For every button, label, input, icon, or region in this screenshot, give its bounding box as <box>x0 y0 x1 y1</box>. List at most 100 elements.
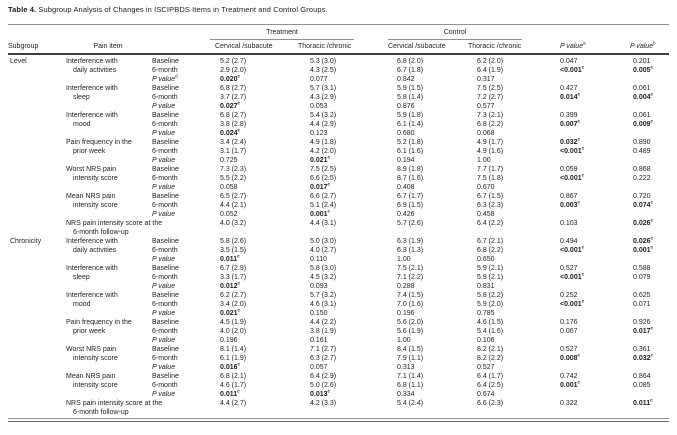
timepoint-cell: 6-month <box>152 301 178 308</box>
value-cell: 7.3 (2.1) <box>477 112 504 119</box>
value-cell: 0.059 <box>560 166 578 173</box>
value-cell: 0.032c <box>633 352 654 362</box>
subgroup-cell <box>8 354 64 363</box>
value-cell: 6.8 (2.1) <box>220 373 247 380</box>
value-cell: 6.7 (1.8) <box>397 67 424 74</box>
timepoint-cell: P value <box>152 310 176 317</box>
value-cell <box>552 228 624 237</box>
subgroup-cell <box>8 291 64 300</box>
value-cell: 0.017c <box>310 181 331 191</box>
value-cell: 6.6 (2.7) <box>310 193 337 200</box>
value-cell <box>624 102 669 111</box>
subgroup-cell <box>8 336 64 345</box>
value-cell: 7.2 (2.7) <box>477 94 504 101</box>
pain-item-cell: mood <box>73 301 91 308</box>
value-cell <box>468 228 552 237</box>
timepoint-cell: Baseline <box>152 166 179 173</box>
value-cell <box>624 282 669 291</box>
value-cell: 4.9 (1.7) <box>477 139 504 146</box>
value-cell: 6.8 (2.2) <box>477 121 504 128</box>
value-cell: 0.052 <box>220 211 238 218</box>
value-cell: 0.110 <box>310 256 327 263</box>
value-cell: 4.3 (2.5) <box>310 67 337 74</box>
value-cell: 7.5 (2.5) <box>477 85 504 92</box>
timepoint-cell: 6-month <box>152 247 178 254</box>
value-cell: 0.085 <box>633 382 651 389</box>
value-cell <box>298 408 388 417</box>
subgroup-cell <box>8 165 64 174</box>
timepoint-cell: 6-month <box>152 175 178 182</box>
value-cell <box>552 210 624 219</box>
value-cell: 6.3 (1.9) <box>397 238 424 245</box>
value-cell: 0.020c <box>220 73 241 83</box>
subgroup-cell <box>8 327 64 336</box>
timepoint-cell: 6-month <box>152 121 178 128</box>
table-row: Mean NRS pain Baseline 6.5 (2.7) 6.6 (2.7) 6… <box>8 192 669 201</box>
value-cell: <0.001c <box>560 172 585 182</box>
table-row: Chronicity Interference with Baseline 5.8 (… <box>8 236 669 246</box>
pain-item-cell: Interference with <box>66 292 118 299</box>
value-cell: 6.1 (1.4) <box>397 121 424 128</box>
pain-item-cell: Pain frequency in the <box>66 139 132 146</box>
table-row: Pain frequency in the Baseline 4.5 (1.9) 4.… <box>8 318 669 327</box>
value-cell: 6.1 (1.9) <box>220 355 247 362</box>
table-body: Level Interference with Baseline 5.2 (2.7) 5… <box>8 57 669 417</box>
value-cell: 6.7 (2.9) <box>220 265 247 272</box>
pain-item-cell: prior week <box>73 328 106 335</box>
timepoint-cell: Baseline <box>152 265 179 272</box>
timepoint-cell: 6-month <box>152 274 178 281</box>
pain-item-cell: NRS pain intensity score at the <box>66 400 163 407</box>
pain-item-cell <box>64 363 152 372</box>
value-cell: 3.8 (1.9) <box>310 328 337 335</box>
value-cell: 5.9 (1.8) <box>397 112 424 119</box>
value-cell: 0.890 <box>633 139 651 146</box>
table-row: prior week 6-month 4.0 (2.0) 3.8 (1.9) 5.6 (… <box>8 326 669 336</box>
subgroup-cell <box>8 93 64 102</box>
pain-item-cell: sleep <box>73 94 90 101</box>
value-cell <box>552 282 624 291</box>
value-cell: 5.7 (3.2) <box>310 292 337 299</box>
value-cell: 0.026c <box>633 217 654 227</box>
value-cell: 4.4 (2.1) <box>220 202 247 209</box>
value-cell: 0.361 <box>633 346 651 353</box>
value-cell: 0.408 <box>397 184 415 191</box>
value-cell: 0.650 <box>477 256 495 263</box>
subgroup-cell <box>8 228 64 237</box>
value-cell: 4.3 (2.9) <box>310 94 337 101</box>
value-cell: 5.2 (1.8) <box>397 139 424 146</box>
value-cell: 5.1 (2.4) <box>310 202 337 209</box>
value-cell: 0.012c <box>220 280 241 290</box>
subgroup-cell <box>8 372 64 381</box>
value-cell <box>624 228 669 237</box>
value-cell <box>552 363 624 372</box>
subgroup-cell <box>8 318 64 327</box>
value-cell: 5.5 (2.2) <box>220 175 247 182</box>
value-cell: 3.1 (1.7) <box>220 148 247 155</box>
value-cell: 0.527 <box>560 346 578 353</box>
table-row: sleep 6-month 3.3 (1.7) 4.5 (3.2) 7.1 (2.2) 5… <box>8 272 669 282</box>
pain-item-cell <box>64 255 152 264</box>
subgroup-cell <box>8 246 64 255</box>
timepoint-cell: P value <box>152 184 176 191</box>
subgroup-cell <box>8 147 64 156</box>
pain-item-cell: sleep <box>73 274 90 281</box>
value-cell: 5.7 (3.1) <box>310 85 337 92</box>
value-cell: 0.288 <box>397 283 415 290</box>
timepoint-cell: P value <box>152 283 176 290</box>
column-header-p-value-a: P valuea <box>560 40 586 50</box>
column-group-row: Treatment Control <box>8 26 669 40</box>
subgroup-cell <box>8 84 64 93</box>
pain-item-cell: prior week <box>73 148 106 155</box>
value-cell <box>624 408 669 417</box>
table-row: sleep 6-month 3.7 (2.7) 4.3 (2.9) 5.8 (1.4) 7… <box>8 92 669 102</box>
subgroup-cell <box>8 201 64 210</box>
value-cell: 4.4 (2.2) <box>310 319 337 326</box>
timepoint-cell: 6-month <box>152 148 178 155</box>
timepoint-cell <box>152 219 208 228</box>
table-row: daily activities 6-month 3.5 (1.5) 4.0 (2.7… <box>8 245 669 255</box>
value-cell: 0.427 <box>560 85 578 92</box>
value-cell <box>552 156 624 165</box>
value-cell: 6.4 (2.2) <box>477 220 504 227</box>
top-rule <box>8 24 669 25</box>
subgroup-cell <box>8 174 64 183</box>
